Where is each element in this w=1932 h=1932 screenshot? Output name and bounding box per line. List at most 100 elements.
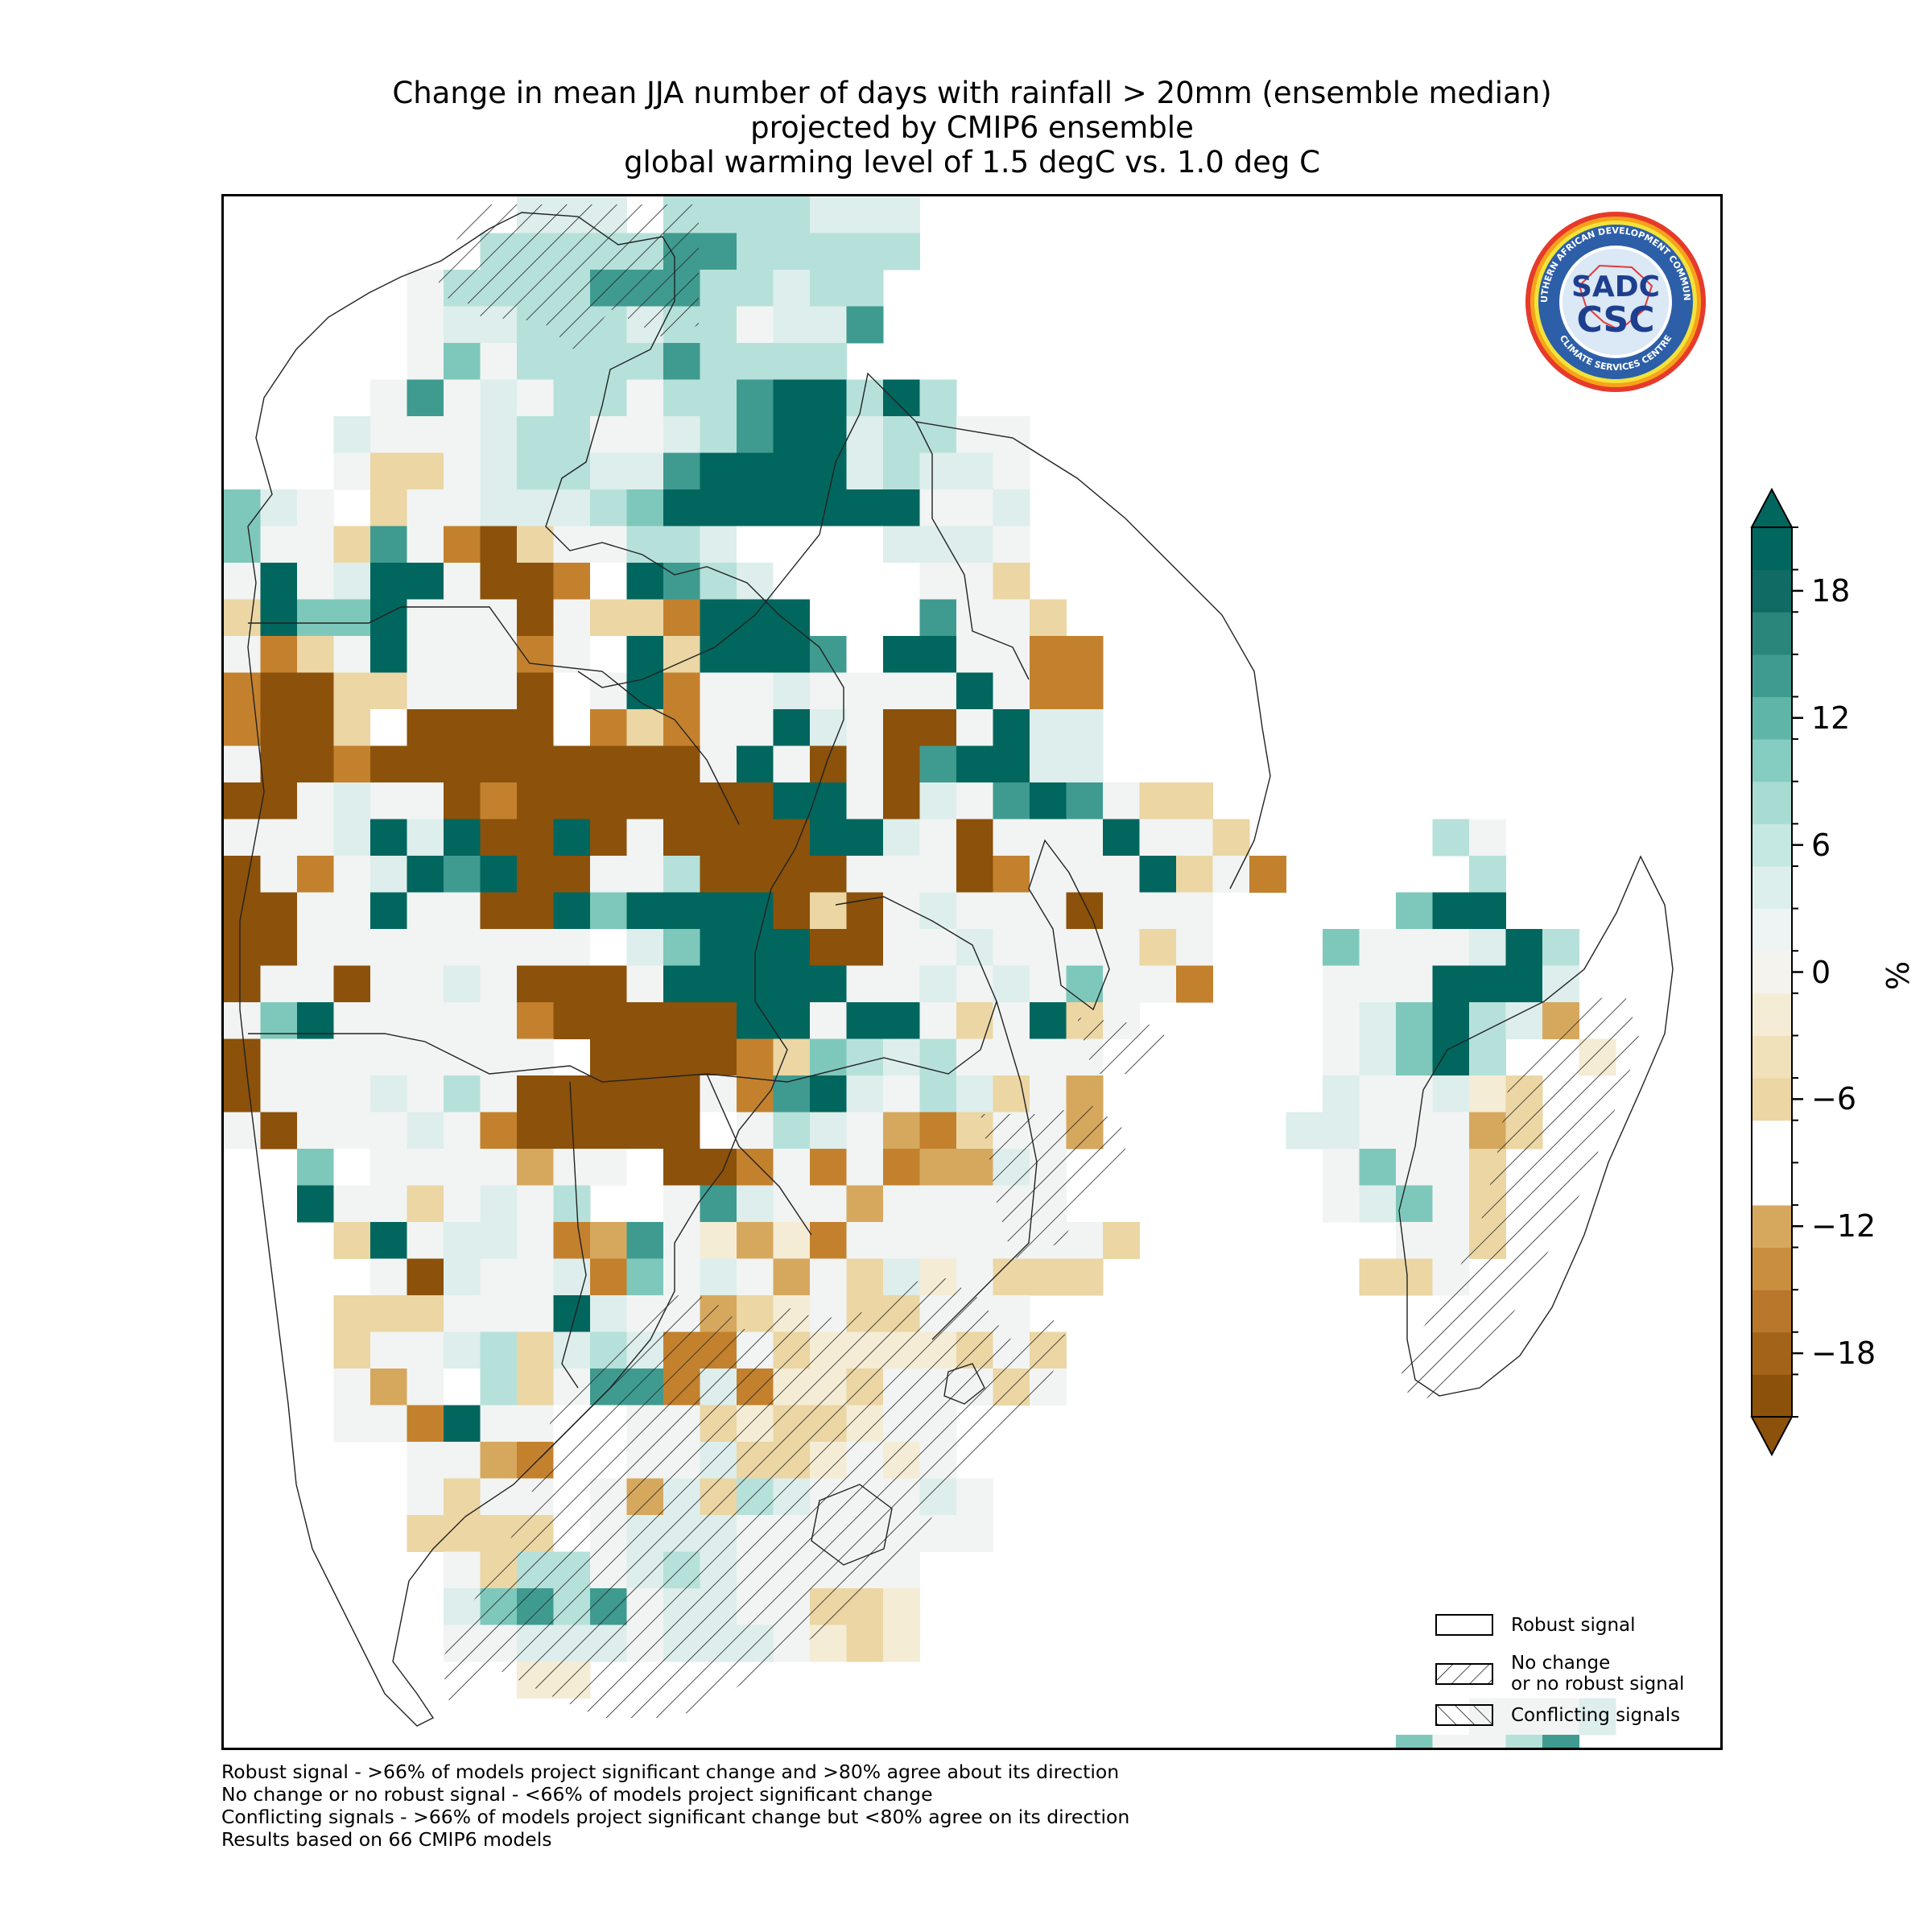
grid-cell: [956, 1002, 993, 1039]
grid-cell: [444, 1075, 481, 1113]
grid-cell: [993, 745, 1030, 783]
colorbar-band: [1752, 908, 1792, 952]
grid-cell: [553, 745, 591, 783]
grid-cell: [773, 196, 811, 233]
grid-cell: [700, 636, 737, 673]
grid-cell: [407, 1515, 444, 1552]
footnote-no-change: No change or no robust signal - <66% of …: [221, 1783, 933, 1806]
grid-cell: [846, 489, 884, 526]
grid-cell: [1469, 1038, 1506, 1076]
grid-cell: [1066, 709, 1104, 746]
grid-cell: [956, 892, 993, 930]
grid-cell: [883, 233, 920, 270]
grid-cell: [1176, 965, 1213, 1003]
grid-cell: [224, 672, 261, 710]
grid-cell: [260, 672, 298, 710]
grid-cell: [700, 745, 737, 783]
grid-cell: [1030, 892, 1067, 930]
border-zimbabwe: [706, 896, 997, 1083]
grid-cell: [444, 965, 481, 1003]
grid-cell: [1469, 1002, 1506, 1039]
grid-cell: [297, 636, 334, 673]
grid-cell: [1432, 1075, 1470, 1113]
grid-cell: [993, 489, 1030, 526]
grid-cell: [590, 965, 627, 1003]
map-canvas: [224, 196, 1674, 1748]
grid-cell: [1030, 1038, 1067, 1076]
grid-cell: [590, 1222, 627, 1259]
grid-cell: [1066, 745, 1104, 783]
colorbar-extend-high: [1750, 487, 1794, 528]
grid-cell: [480, 745, 518, 783]
coastline-mainland: [239, 212, 844, 1727]
grid-cell: [1432, 1735, 1470, 1748]
grid-cell: [626, 343, 664, 380]
grid-cell: [407, 1368, 444, 1406]
grid-cell: [370, 599, 407, 637]
grid-cell: [444, 379, 481, 417]
grid-cell: [297, 1149, 334, 1186]
grid-cell: [737, 343, 774, 380]
grid-cell: [919, 636, 957, 673]
grid-cell: [590, 1002, 627, 1039]
grid-cell: [517, 563, 554, 600]
grid-cell: [1359, 1149, 1397, 1186]
grid-cell: [517, 782, 554, 819]
grid-cell: [370, 1368, 407, 1406]
grid-cell: [407, 929, 444, 966]
grid-cell: [1542, 1735, 1579, 1748]
grid-cell: [553, 563, 591, 600]
grid-cell: [517, 599, 554, 637]
grid-cell: [407, 1442, 444, 1479]
grid-cell: [737, 1185, 774, 1223]
colorbar-band: [1752, 993, 1792, 1036]
colorbar-tick-label: 0: [1811, 954, 1831, 990]
grid-cell: [846, 1185, 884, 1223]
grid-cell: [773, 416, 811, 453]
grid-cell: [1176, 819, 1213, 857]
grid-cell: [810, 1222, 847, 1259]
grid-cell: [773, 1112, 811, 1150]
grid-cell: [1066, 929, 1104, 966]
grid-cell: [810, 1185, 847, 1223]
grid-cell: [1505, 1002, 1543, 1039]
grid-cell: [553, 1222, 591, 1259]
border-malawi: [1028, 839, 1110, 1011]
grid-cell: [1396, 1222, 1433, 1259]
title-line-2: projected by CMIP6 ensemble: [750, 110, 1194, 145]
grid-cell: [480, 1222, 518, 1259]
grid-cell: [700, 819, 737, 857]
grid-cell: [700, 416, 737, 453]
footnote-robust: Robust signal - >66% of models project s…: [221, 1761, 1120, 1783]
grid-cell: [407, 892, 444, 930]
grid-cell: [919, 856, 957, 893]
grid-cell: [700, 1075, 737, 1113]
grid-cell: [773, 709, 811, 746]
grid-cell: [1066, 856, 1104, 893]
grid-cell: [883, 782, 920, 819]
grid-cell: [626, 379, 664, 417]
grid-cell: [737, 672, 774, 710]
grid-cell: [737, 1295, 774, 1332]
grid-cell: [590, 892, 627, 930]
grid-cell: [956, 1185, 993, 1223]
grid-cell: [1469, 892, 1506, 930]
grid-cell: [737, 599, 774, 637]
country-borders: [239, 212, 1674, 1727]
border-zambia: [577, 372, 1030, 688]
grid-cell: [407, 856, 444, 893]
grid-cell: [407, 636, 444, 673]
legend-swatch-conflicting: [1435, 1704, 1493, 1726]
grid-cell: [224, 1112, 261, 1150]
grid-cell: [1323, 1038, 1360, 1076]
grid-cell: [444, 1405, 481, 1443]
grid-cell: [297, 1075, 334, 1113]
grid-cell: [480, 929, 518, 966]
map-panel: [221, 194, 1723, 1750]
grid-cell: [370, 452, 407, 490]
grid-cell: [517, 709, 554, 746]
grid-cell: [1139, 782, 1177, 819]
grid-cell: [370, 782, 407, 819]
grid-cell: [700, 306, 737, 344]
grid-cell: [553, 416, 591, 453]
